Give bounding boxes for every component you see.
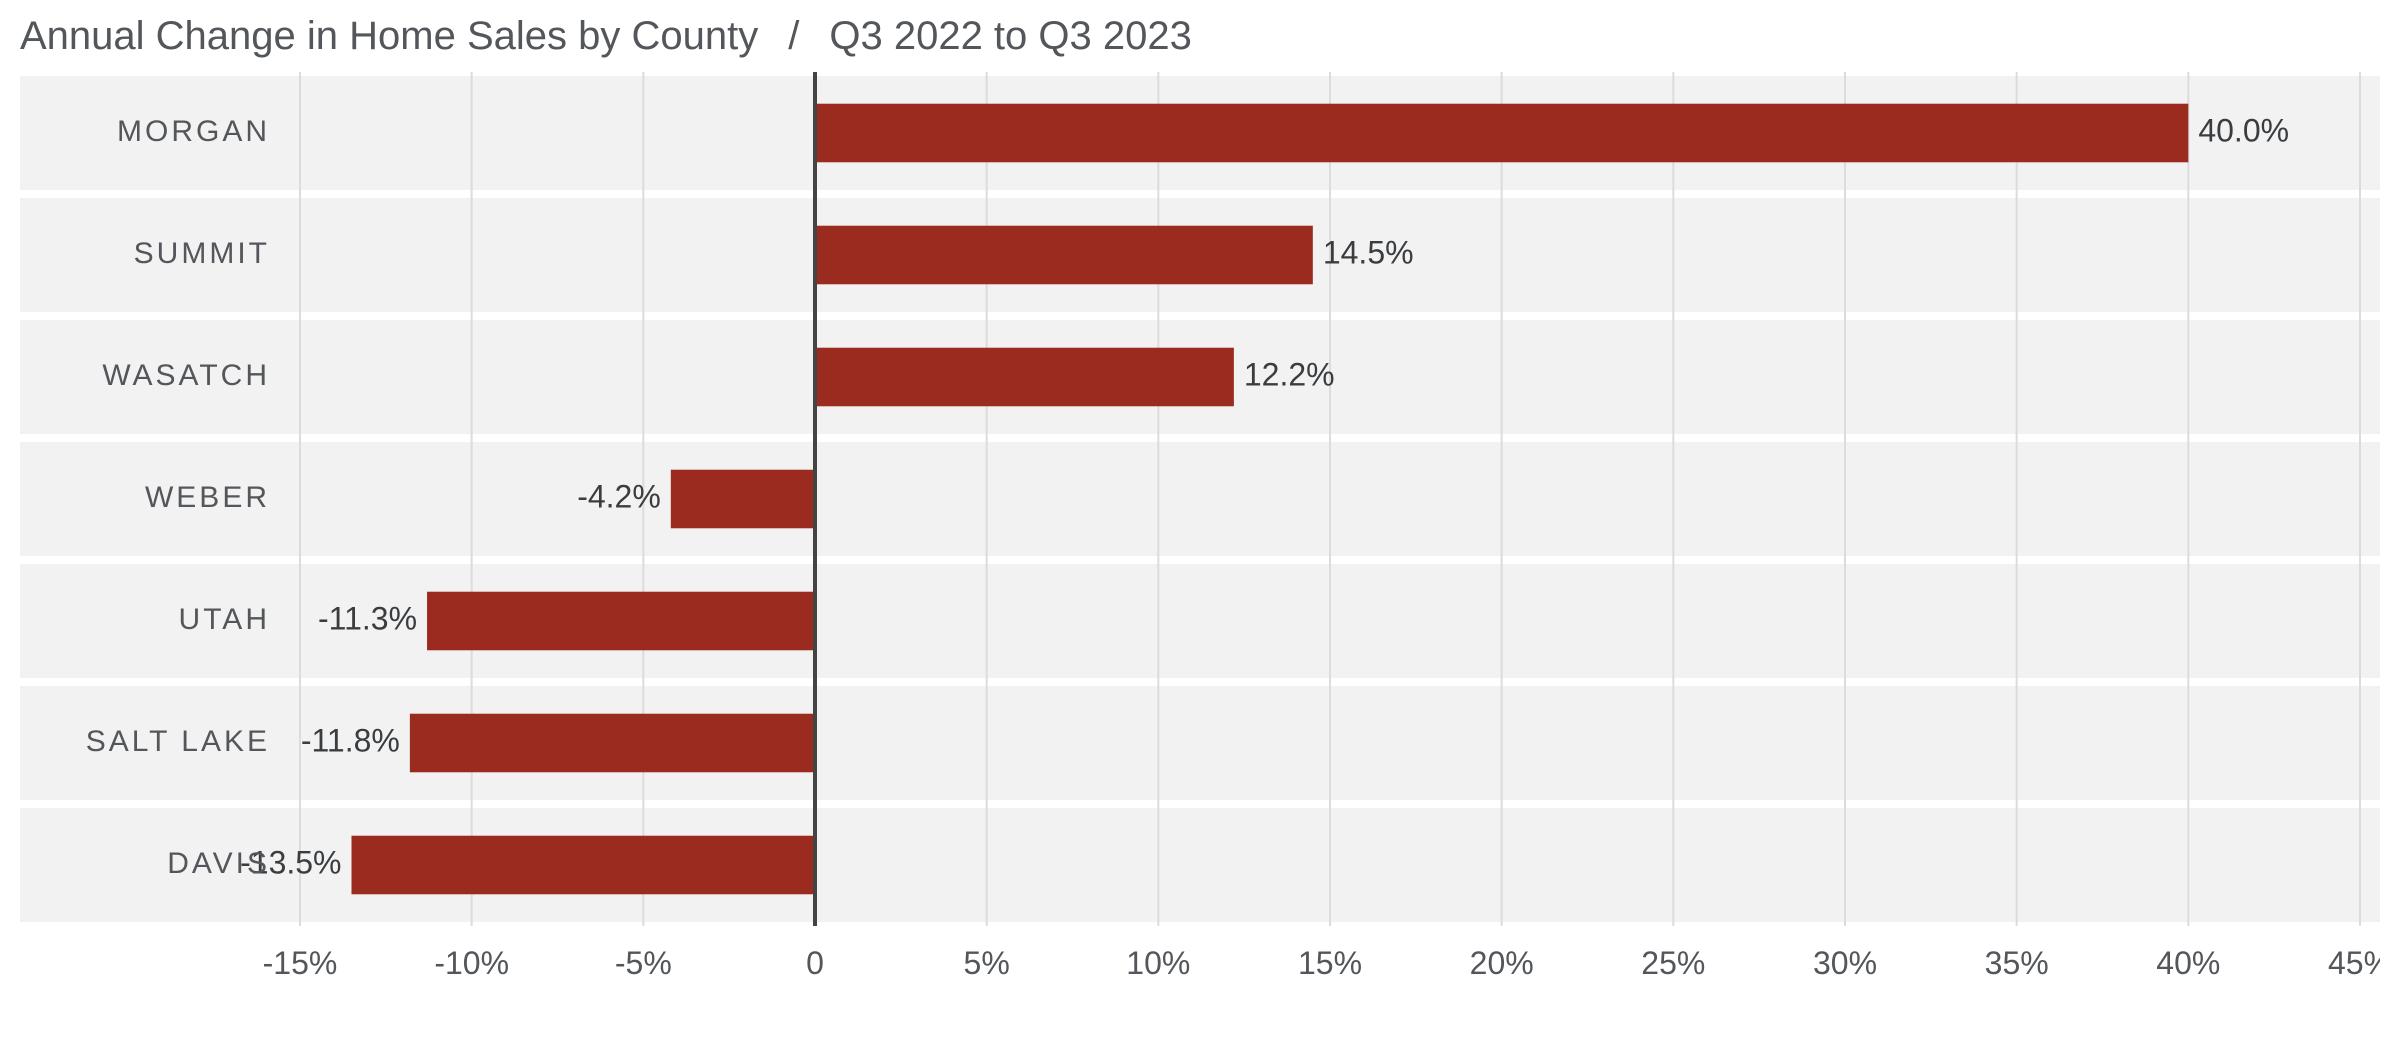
x-axis-tick-label: 10% [1126, 945, 1190, 981]
bar-value-label: 12.2% [1244, 356, 1335, 392]
category-label: WASATCH [102, 359, 270, 392]
bar-value-label: 40.0% [2198, 112, 2289, 148]
bar [410, 714, 815, 773]
x-axis-tick-label: -15% [263, 945, 338, 981]
category-label: MORGAN [117, 115, 270, 148]
bar [352, 836, 816, 895]
x-axis-tick-label: 5% [964, 945, 1010, 981]
category-label: UTAH [179, 603, 270, 636]
bar-value-label: 14.5% [1323, 234, 1414, 270]
bar [427, 592, 815, 651]
x-axis-tick-label: 15% [1298, 945, 1362, 981]
row-stripe [20, 442, 2380, 556]
x-axis-tick-label: -10% [434, 945, 509, 981]
category-label: SALT LAKE [86, 725, 270, 758]
category-label: SUMMIT [134, 237, 270, 270]
chart-title-row: Annual Change in Home Sales by County / … [20, 6, 1192, 66]
category-label: DAVIS [167, 847, 270, 880]
chart-title-sub: Q3 2022 to Q3 2023 [829, 14, 1192, 59]
x-axis-tick-label: 40% [2156, 945, 2220, 981]
bar [815, 226, 1313, 285]
x-axis-tick-label: 20% [1470, 945, 1534, 981]
chart-title-separator: / [788, 14, 799, 59]
bar [815, 104, 2188, 163]
x-axis-tick-label: 25% [1641, 945, 1705, 981]
x-axis-tick-label: 0 [806, 945, 824, 981]
bar-value-label: -11.3% [318, 600, 417, 636]
chart-container: Annual Change in Home Sales by County / … [0, 0, 2400, 1064]
x-axis-tick-label: 45% [2328, 945, 2380, 981]
x-axis-tick-label: -5% [615, 945, 672, 981]
bar [815, 348, 1234, 407]
x-axis-tick-label: 35% [1985, 945, 2049, 981]
x-axis-tick-label: 30% [1813, 945, 1877, 981]
chart-title-main: Annual Change in Home Sales by County [20, 14, 758, 59]
bar-value-label: -4.2% [577, 478, 661, 514]
bar-value-label: -11.8% [301, 722, 400, 758]
bar-chart-plot: 40.0% MORGAN 14.5% SUMMIT 12.2% WASATCH -4.2% W… [20, 72, 2380, 1052]
category-label: WEBER [145, 481, 270, 514]
bar [671, 470, 815, 529]
